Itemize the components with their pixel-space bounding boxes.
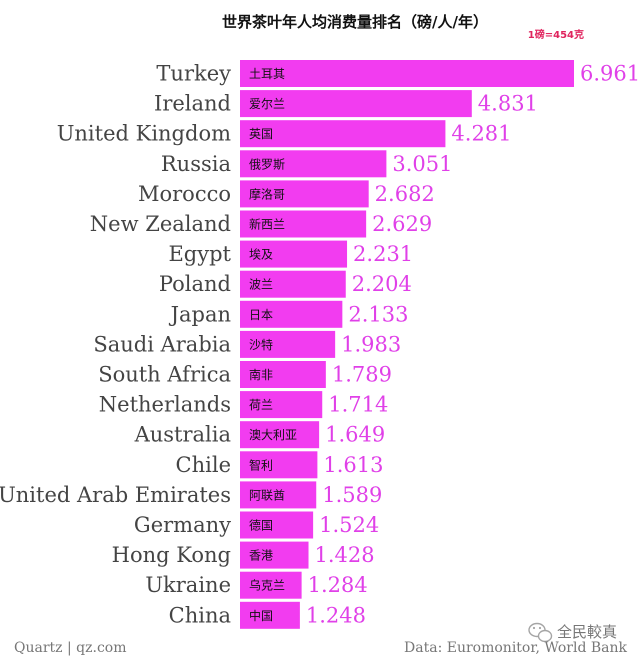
- bar: [240, 180, 369, 208]
- watermark: 全民較真: [528, 622, 617, 643]
- country-label: Japan: [169, 302, 231, 326]
- bar: [240, 90, 472, 118]
- country-label: Chile: [176, 453, 231, 477]
- value-label: 1.714: [328, 393, 388, 417]
- bar: [240, 270, 346, 298]
- chinese-country-label: 爱尔兰: [249, 96, 285, 111]
- watermark-text: 全民較真: [557, 623, 617, 641]
- country-label: New Zealand: [90, 212, 231, 236]
- bar: [240, 150, 387, 178]
- chinese-country-label: 波兰: [249, 278, 273, 292]
- chinese-country-label: 荷兰: [249, 398, 273, 412]
- value-label: 2.682: [375, 182, 435, 206]
- chinese-country-label: 智利: [249, 457, 273, 472]
- country-label: China: [169, 603, 231, 627]
- value-label: 6.961: [580, 62, 640, 86]
- chinese-country-label: 澳大利亚: [249, 428, 297, 442]
- country-label: Hong Kong: [112, 543, 231, 567]
- chinese-country-label: 香港: [249, 549, 273, 563]
- country-label: United Arab Emirates: [0, 483, 231, 507]
- value-label: 2.629: [372, 212, 432, 236]
- chinese-country-label: 中国: [249, 608, 273, 623]
- value-label: 3.051: [392, 152, 452, 176]
- value-label: 2.231: [353, 242, 413, 266]
- bar: [240, 601, 300, 629]
- chinese-country-label: 英国: [249, 127, 273, 141]
- chinese-country-label: 德国: [249, 518, 273, 533]
- value-label: 2.133: [348, 302, 408, 326]
- country-label: South Africa: [98, 363, 231, 387]
- value-label: 1.789: [332, 363, 392, 387]
- value-label: 4.281: [451, 122, 511, 146]
- source-left: Quartz | qz.com: [14, 640, 127, 656]
- bar: [240, 60, 574, 87]
- value-label: 1.613: [323, 453, 383, 477]
- country-label: Poland: [159, 272, 231, 296]
- value-label: 1.248: [306, 603, 366, 627]
- value-label: 1.983: [341, 332, 401, 356]
- bar: [240, 210, 367, 238]
- country-label: Russia: [161, 152, 231, 176]
- country-label: Netherlands: [99, 393, 231, 417]
- chinese-country-label: 新西兰: [249, 217, 285, 232]
- bar: [240, 120, 446, 148]
- chinese-country-label: 南非: [249, 367, 273, 382]
- bar: [240, 361, 326, 388]
- bar: [240, 451, 318, 479]
- value-label: 1.649: [325, 423, 385, 447]
- unit-note: 1磅=454克: [528, 28, 584, 41]
- country-label: Turkey: [156, 62, 231, 86]
- bar: [240, 541, 309, 569]
- chinese-country-label: 乌克兰: [249, 578, 285, 593]
- country-label: Australia: [134, 423, 231, 447]
- bars-layer: Turkey 土耳其 6.961 Ireland 爱尔兰 4.831 United King…: [0, 60, 640, 629]
- chinese-country-label: 土耳其: [249, 67, 285, 81]
- bar: [240, 391, 323, 419]
- bar: [240, 481, 317, 509]
- chinese-country-label: 埃及: [249, 248, 273, 262]
- country-label: Saudi Arabia: [93, 332, 231, 356]
- chart-title: 世界茶叶年人均消费量排名（磅/人/年）: [222, 13, 488, 31]
- bar: [240, 330, 336, 358]
- bar: [240, 511, 314, 539]
- value-label: 4.831: [478, 92, 538, 116]
- value-label: 1.589: [322, 483, 382, 507]
- bar: [240, 240, 348, 268]
- value-label: 1.524: [319, 513, 379, 537]
- bar: [240, 300, 343, 328]
- country-label: Ukraine: [145, 573, 231, 597]
- chinese-country-label: 沙特: [249, 337, 273, 352]
- country-label: Morocco: [138, 182, 231, 206]
- chinese-country-label: 俄罗斯: [249, 157, 285, 171]
- chinese-country-label: 阿联酋: [249, 487, 285, 502]
- source-right: Data: Euromonitor, World Bank: [404, 640, 627, 656]
- bar: [240, 571, 302, 599]
- chinese-country-label: 日本: [249, 308, 273, 322]
- bar: [240, 421, 320, 449]
- country-label: Ireland: [154, 92, 231, 116]
- country-label: Germany: [134, 513, 231, 537]
- value-label: 1.284: [308, 573, 368, 597]
- value-label: 2.204: [352, 272, 412, 296]
- wechat-icon: [528, 622, 553, 643]
- country-label: Egypt: [168, 242, 231, 266]
- value-label: 1.428: [315, 543, 375, 567]
- country-label: United Kingdom: [57, 122, 231, 146]
- chinese-country-label: 摩洛哥: [249, 186, 285, 201]
